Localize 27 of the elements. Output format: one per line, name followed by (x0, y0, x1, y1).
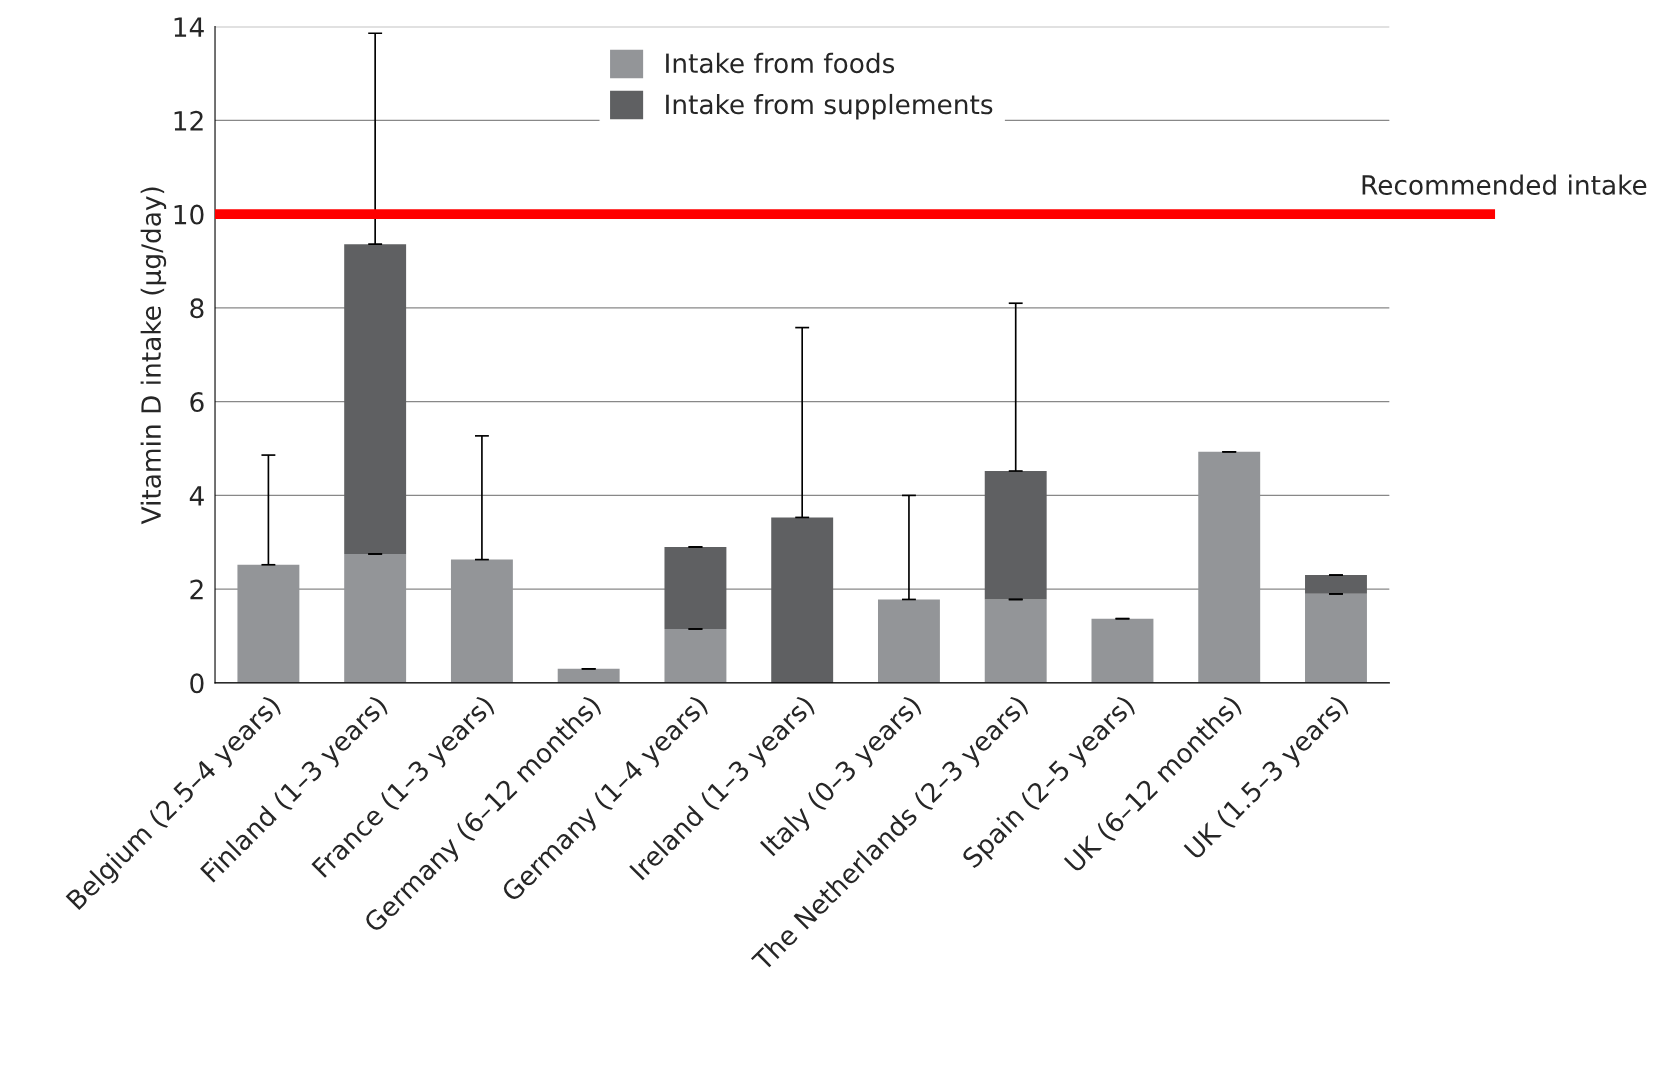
bar (1305, 575, 1367, 594)
bar (877, 599, 940, 683)
bar (344, 244, 407, 554)
bar (1198, 451, 1261, 683)
y-tick-label: 12 (174, 110, 203, 131)
y-tick-label: 14 (174, 17, 204, 37)
bar (1305, 593, 1367, 683)
y-tick-label: 8 (190, 298, 204, 319)
bar (771, 517, 834, 683)
y-tick-label: 4 (189, 486, 204, 506)
y-tick-label: 0 (190, 673, 204, 694)
bar (1091, 618, 1154, 683)
bar (557, 668, 620, 683)
legend-label: Intake from foods (666, 52, 895, 74)
bar (664, 628, 727, 683)
y-tick-label: 2 (190, 579, 203, 600)
y-tick-label: 10 (174, 204, 204, 225)
bar (984, 599, 1047, 683)
y-tick-label: 6 (190, 392, 204, 413)
y-axis-title: Vitamin D intake (µg/day) (140, 187, 167, 525)
legend-label: Intake from supplements (666, 93, 993, 120)
ref-line-label: Recommended intake (1362, 174, 1647, 195)
bar (237, 564, 300, 683)
bar (344, 553, 407, 683)
bar (664, 546, 727, 629)
bar (450, 559, 513, 683)
bar (984, 471, 1047, 600)
